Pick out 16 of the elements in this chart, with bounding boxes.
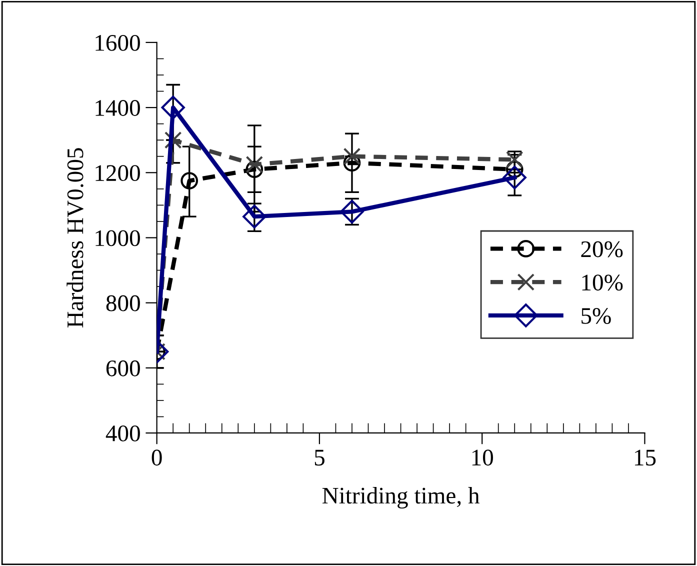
x-tick-label: 5 (314, 450, 324, 466)
y-tick-label: 1400 (96, 100, 140, 116)
y-tick-label: 400 (106, 425, 140, 442)
y-tick-label: 800 (106, 295, 140, 312)
legend-label: 5% (582, 308, 611, 324)
y-tick-label: 600 (106, 360, 140, 376)
legend-label: 20% (581, 241, 623, 258)
y-tick-label: 1000 (96, 230, 140, 246)
x-axis-title: Nitriding time, h (322, 487, 480, 509)
y-axis-title: Hardness HV0.005 (66, 148, 84, 328)
y-tick-label: 1200 (96, 165, 140, 182)
x-tick-label: 10 (472, 450, 493, 466)
x-tick-label: 15 (634, 450, 656, 466)
legend-label: 10% (582, 274, 623, 291)
x-tick-label: 0 (152, 450, 162, 466)
y-tick-label: 1600 (96, 34, 140, 51)
